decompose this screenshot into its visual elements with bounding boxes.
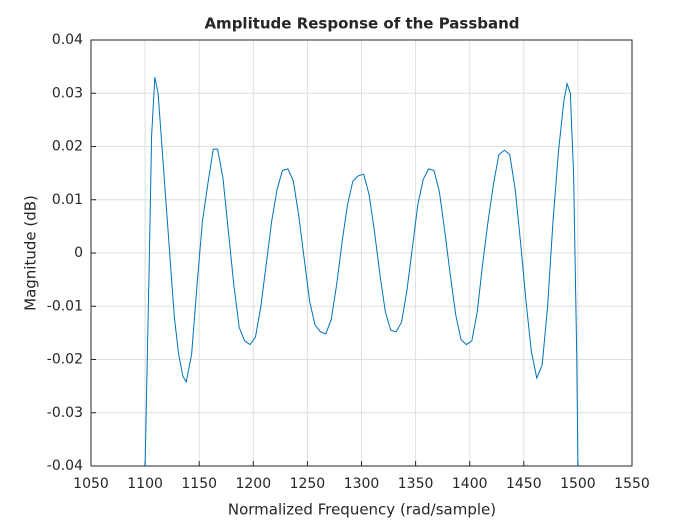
y-tick-label: 0.04 [52, 32, 83, 48]
x-tick-label: 1350 [398, 476, 434, 492]
y-tick-label: 0.01 [52, 192, 83, 208]
x-tick-label: 1050 [73, 476, 109, 492]
y-tick-label: -0.03 [47, 405, 83, 421]
x-tick-label: 1100 [127, 476, 163, 492]
y-tick-label: 0.02 [52, 139, 83, 155]
x-axis-label: Normalized Frequency (rad/sample) [228, 501, 496, 519]
y-tick-label: 0 [74, 245, 83, 261]
chart-title: Amplitude Response of the Passband [204, 15, 519, 33]
x-tick-label: 1200 [235, 476, 271, 492]
x-tick-label: 1500 [560, 476, 596, 492]
y-axis-label: Magnitude (dB) [22, 195, 40, 311]
y-tick-label: -0.04 [47, 458, 83, 474]
x-tick-label: 1400 [452, 476, 488, 492]
x-tick-label: 1300 [344, 476, 380, 492]
axes-box [90, 39, 633, 467]
x-tick-label: 1250 [290, 476, 326, 492]
data-line [144, 77, 579, 467]
x-tick-label: 1450 [506, 476, 542, 492]
x-tick-label: 1150 [181, 476, 217, 492]
y-tick-label: -0.02 [47, 352, 83, 368]
x-tick-label: 1550 [614, 476, 650, 492]
y-tick-label: 0.03 [52, 85, 83, 101]
y-tick-label: -0.01 [47, 298, 83, 314]
